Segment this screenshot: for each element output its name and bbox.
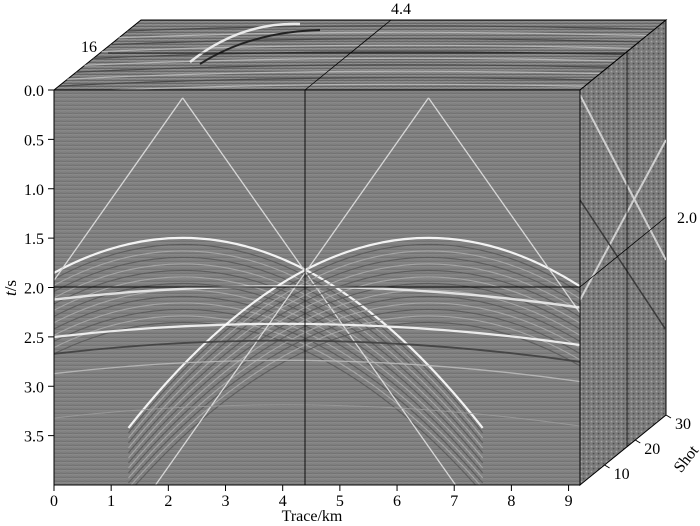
hyperbola-event <box>54 263 484 449</box>
reflection-event <box>54 322 580 347</box>
top-slice-streak <box>59 44 666 55</box>
hyperbola-event <box>54 289 484 469</box>
hyperbola-event <box>54 283 484 464</box>
top-slice-dark-arc <box>199 29 321 65</box>
hyperbola-event <box>54 236 484 429</box>
hyperbola-event <box>130 315 580 485</box>
hyperbola-event <box>127 236 580 429</box>
hyperbola-event <box>128 276 580 459</box>
hyperbola-event <box>128 257 580 444</box>
hyperbola-event <box>128 270 580 454</box>
reflection-event <box>54 285 580 309</box>
hyperbola-event <box>128 263 580 449</box>
top-slice-streak <box>59 38 666 48</box>
shot-axis-ticks: 10 20 30 <box>604 414 691 483</box>
front-section <box>53 89 581 486</box>
top-slice <box>52 19 668 91</box>
side-time-slice-line <box>579 216 667 288</box>
y-tick-label: 0.5 <box>24 132 44 149</box>
top-slice-streak <box>59 57 666 68</box>
x-axis-label: Trace/km <box>282 508 343 525</box>
hyperbola-event <box>54 276 484 459</box>
x-tick-label: 9 <box>565 493 573 510</box>
shot-tick-mark <box>604 464 610 469</box>
top-slice-streak <box>59 70 666 81</box>
x-tick-label: 5 <box>336 493 344 510</box>
y-axis-ticks: 0.0 0.5 1.0 1.5 2.0 2.5 3.0 3.5 <box>24 83 54 446</box>
hyperbola-event <box>54 309 484 484</box>
reflection-event <box>54 404 580 427</box>
shot-tick-label: 10 <box>614 466 630 483</box>
x-tick-label: 2 <box>164 493 172 510</box>
y-tick-label: 0.0 <box>24 83 44 100</box>
hyperbola-event <box>54 250 484 439</box>
shot-tick-mark <box>635 439 641 444</box>
top-slice-streak <box>59 77 666 87</box>
y-tick-label: 2.5 <box>24 330 44 347</box>
x-tick-label: 8 <box>507 493 515 510</box>
top-slice-streak <box>59 31 666 42</box>
shot-tick-label: 20 <box>644 441 660 458</box>
hyperbola-event <box>54 296 484 474</box>
shot-tick-label: 30 <box>675 416 691 433</box>
shot-axis-label: Shot <box>671 442 700 476</box>
y-axis-label: t/s <box>1 280 20 296</box>
hyperbola-event <box>128 243 580 434</box>
x-tick-label: 3 <box>222 493 230 510</box>
side-time-slice-label: 2.0 <box>677 210 697 227</box>
hyperbola-event <box>54 322 477 485</box>
y-tick-label: 1.0 <box>24 182 44 199</box>
hyperbola-event <box>54 302 484 479</box>
top-slice-streak <box>59 83 666 90</box>
top-slice-bright-arc <box>189 22 301 63</box>
hyperbola-event <box>128 283 580 464</box>
top-trace-slice-label: 4.4 <box>391 1 411 18</box>
side-slice <box>579 18 667 487</box>
x-axis-ticks: 0 1 2 3 4 5 6 7 8 9 <box>50 485 573 510</box>
direct-wave-right <box>182 97 457 485</box>
reflection-event <box>54 359 580 383</box>
hyperbola-event <box>128 289 580 469</box>
top-trace-slice-line <box>304 19 392 91</box>
top-slice-streak <box>59 51 666 61</box>
direct-wave-right <box>427 97 580 314</box>
hyperbola-event <box>54 257 484 444</box>
hyperbola-event <box>128 309 580 484</box>
x-tick-label: 7 <box>450 493 458 510</box>
hyperbola-event <box>128 302 580 479</box>
reflection-event <box>54 339 580 363</box>
y-tick-label: 1.5 <box>24 231 44 248</box>
direct-wave-left <box>54 97 184 282</box>
direct-wave-left <box>154 97 430 485</box>
y-tick-label: 2.0 <box>24 281 44 298</box>
hyperbola-event <box>128 296 580 474</box>
shot-tick-mark <box>665 414 672 419</box>
x-tick-label: 4 <box>279 493 287 510</box>
x-tick-label: 6 <box>393 493 401 510</box>
x-tick-label: 1 <box>107 493 115 510</box>
hyperbola-event <box>54 243 484 434</box>
y-tick-label: 3.0 <box>24 379 44 396</box>
hyperbola-event <box>54 315 481 485</box>
hyperbola-event <box>134 322 580 485</box>
top-shot-slice-label: 16 <box>81 39 97 56</box>
top-slice-streak <box>59 64 666 74</box>
y-tick-label: 3.5 <box>24 429 44 446</box>
x-tick-label: 0 <box>50 493 58 510</box>
hyperbola-event <box>128 250 580 439</box>
top-slice-streak <box>59 25 666 35</box>
